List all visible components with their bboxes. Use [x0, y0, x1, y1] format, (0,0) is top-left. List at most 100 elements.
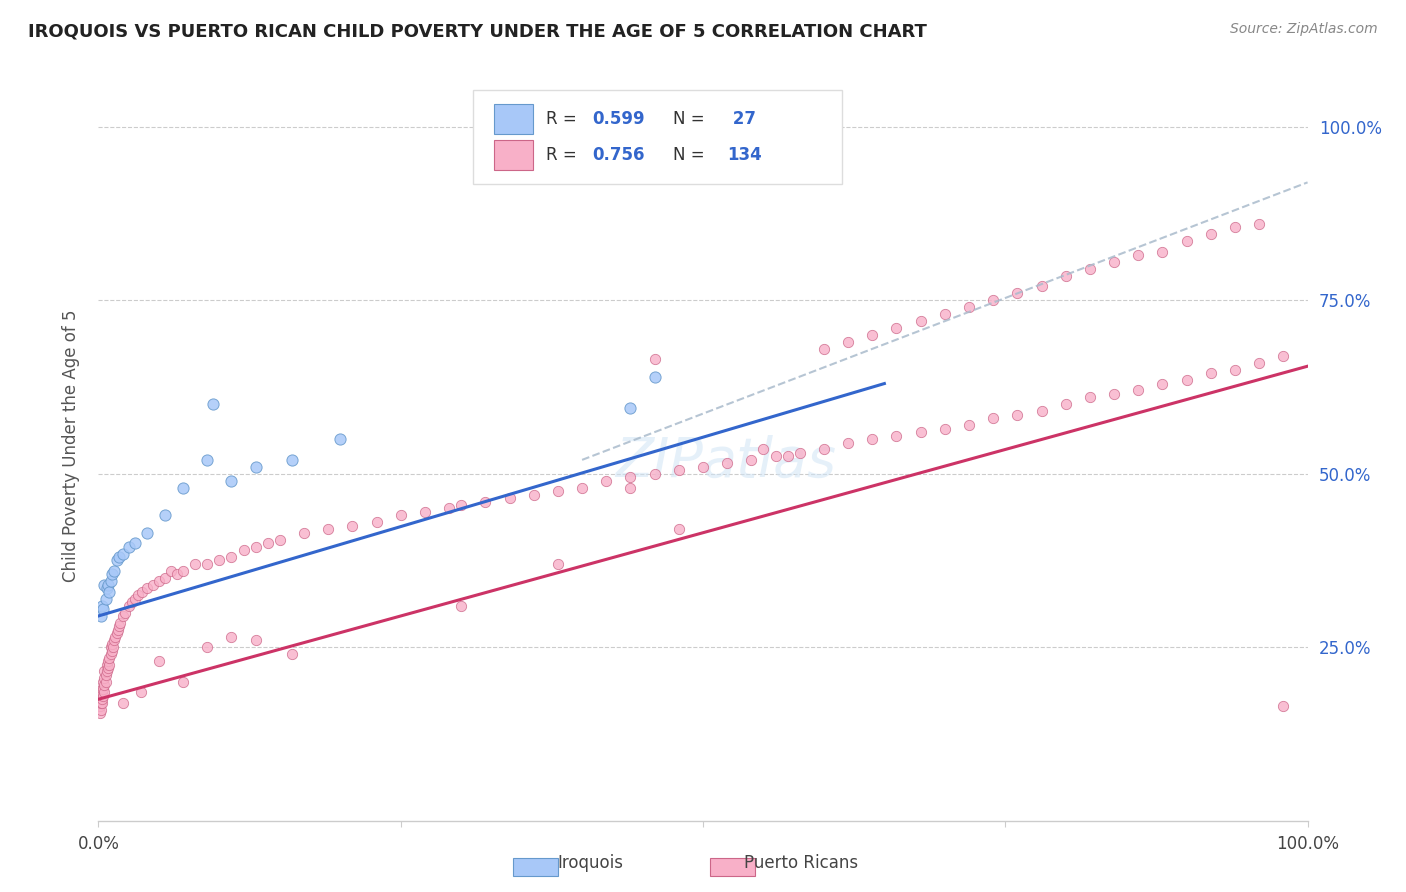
Point	[108, 615, 131, 630]
Point	[813, 442, 835, 457]
Point	[1031, 404, 1053, 418]
Point	[108, 549, 131, 564]
Point	[93, 678, 115, 692]
Point	[101, 640, 124, 655]
Point	[90, 609, 112, 624]
Point	[105, 626, 128, 640]
Point	[100, 647, 122, 661]
Point	[105, 553, 128, 567]
Point	[474, 494, 496, 508]
Point	[160, 564, 183, 578]
Point	[740, 453, 762, 467]
Point	[1175, 373, 1198, 387]
Point	[957, 300, 980, 314]
Point	[148, 574, 170, 589]
Point	[1102, 387, 1125, 401]
Point	[1199, 366, 1222, 380]
Point	[124, 591, 146, 606]
Point	[1054, 397, 1077, 411]
Point	[221, 630, 243, 644]
Point	[389, 508, 412, 523]
Text: ZIP: ZIP	[616, 434, 703, 488]
Point	[127, 588, 149, 602]
Point	[96, 581, 118, 595]
Point	[98, 650, 121, 665]
Point	[111, 609, 134, 624]
Point	[934, 307, 956, 321]
Text: 0.756: 0.756	[592, 145, 644, 163]
Text: Puerto Ricans: Puerto Ricans	[744, 855, 859, 872]
Point	[91, 602, 114, 616]
Point	[413, 505, 436, 519]
Point	[245, 540, 267, 554]
Point	[752, 442, 775, 457]
Text: 27: 27	[727, 110, 756, 128]
Point	[256, 536, 278, 550]
Point	[692, 459, 714, 474]
Point	[89, 692, 111, 706]
Point	[1007, 286, 1029, 301]
FancyBboxPatch shape	[494, 139, 533, 169]
Point	[1031, 279, 1053, 293]
Point	[789, 446, 811, 460]
Point	[90, 696, 112, 710]
Point	[837, 435, 859, 450]
Point	[118, 599, 141, 613]
Point	[269, 533, 291, 547]
Point	[837, 334, 859, 349]
Point	[98, 584, 121, 599]
Point	[981, 293, 1004, 308]
Text: atlas: atlas	[703, 434, 837, 488]
Point	[1249, 217, 1271, 231]
Point	[860, 328, 883, 343]
Text: R =: R =	[546, 145, 582, 163]
Text: IROQUOIS VS PUERTO RICAN CHILD POVERTY UNDER THE AGE OF 5 CORRELATION CHART: IROQUOIS VS PUERTO RICAN CHILD POVERTY U…	[28, 22, 927, 40]
Point	[547, 557, 569, 571]
Point	[232, 543, 254, 558]
Point	[124, 536, 146, 550]
Point	[571, 481, 593, 495]
Point	[184, 557, 207, 571]
Point	[776, 450, 799, 464]
Point	[1249, 356, 1271, 370]
Point	[1007, 408, 1029, 422]
Point	[934, 422, 956, 436]
Point	[1054, 268, 1077, 283]
Point	[910, 314, 932, 328]
Point	[93, 578, 115, 592]
Point	[619, 481, 641, 495]
Point	[668, 522, 690, 536]
Point	[245, 633, 267, 648]
Point	[103, 564, 125, 578]
Point	[153, 571, 176, 585]
Point	[1152, 244, 1174, 259]
Point	[1223, 220, 1246, 235]
Text: R =: R =	[546, 110, 582, 128]
Point	[103, 633, 125, 648]
Point	[981, 411, 1004, 425]
Point	[221, 549, 243, 564]
Point	[1199, 227, 1222, 242]
Point	[1152, 376, 1174, 391]
Point	[135, 581, 157, 595]
Point	[281, 453, 304, 467]
Point	[221, 474, 243, 488]
Point	[100, 567, 122, 582]
Point	[93, 672, 115, 686]
Text: 134: 134	[727, 145, 762, 163]
Point	[202, 397, 225, 411]
Point	[245, 459, 267, 474]
Point	[111, 696, 134, 710]
Point	[910, 425, 932, 439]
Point	[1078, 391, 1101, 405]
Point	[97, 661, 120, 675]
Point	[90, 703, 112, 717]
Point	[957, 418, 980, 433]
Point	[292, 525, 315, 540]
FancyBboxPatch shape	[474, 90, 842, 184]
Point	[96, 657, 118, 672]
Point	[135, 525, 157, 540]
Text: Source: ZipAtlas.com: Source: ZipAtlas.com	[1230, 22, 1378, 37]
Point	[153, 508, 176, 523]
Point	[595, 474, 617, 488]
